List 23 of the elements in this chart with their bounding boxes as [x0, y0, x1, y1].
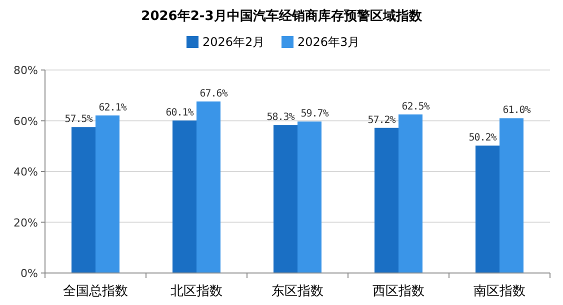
- data-label: 57.2%: [368, 114, 396, 126]
- data-label: 59.7%: [300, 108, 328, 120]
- data-label: 50.2%: [468, 132, 496, 144]
- data-label: 67.6%: [200, 88, 228, 100]
- data-label: 62.1%: [98, 102, 126, 114]
- data-label: 61.0%: [502, 105, 530, 116]
- xtick: 东区指数: [272, 284, 324, 299]
- xtick: 全国总指数: [63, 284, 128, 299]
- legend-label: 2026年2月: [202, 35, 265, 49]
- data-label: 57.5%: [64, 114, 92, 126]
- ytick: 60%: [14, 114, 38, 128]
- ytick: 0%: [20, 267, 38, 280]
- ytick: 40%: [14, 166, 38, 178]
- ytick: 80%: [14, 64, 38, 77]
- xtick: 北区指数: [170, 284, 222, 299]
- data-label: 58.3%: [266, 112, 294, 124]
- title: 2026年2-3月中国汽车经销商库存预警区域指数: [141, 9, 422, 24]
- ytick: 20%: [14, 216, 38, 230]
- xtick: 西区指数: [372, 284, 424, 299]
- legend-label: 2026年3月: [298, 35, 360, 49]
- data-label: 62.5%: [402, 101, 430, 112]
- xtick: 南区指数: [474, 284, 526, 299]
- data-label: 60.1%: [166, 108, 194, 118]
